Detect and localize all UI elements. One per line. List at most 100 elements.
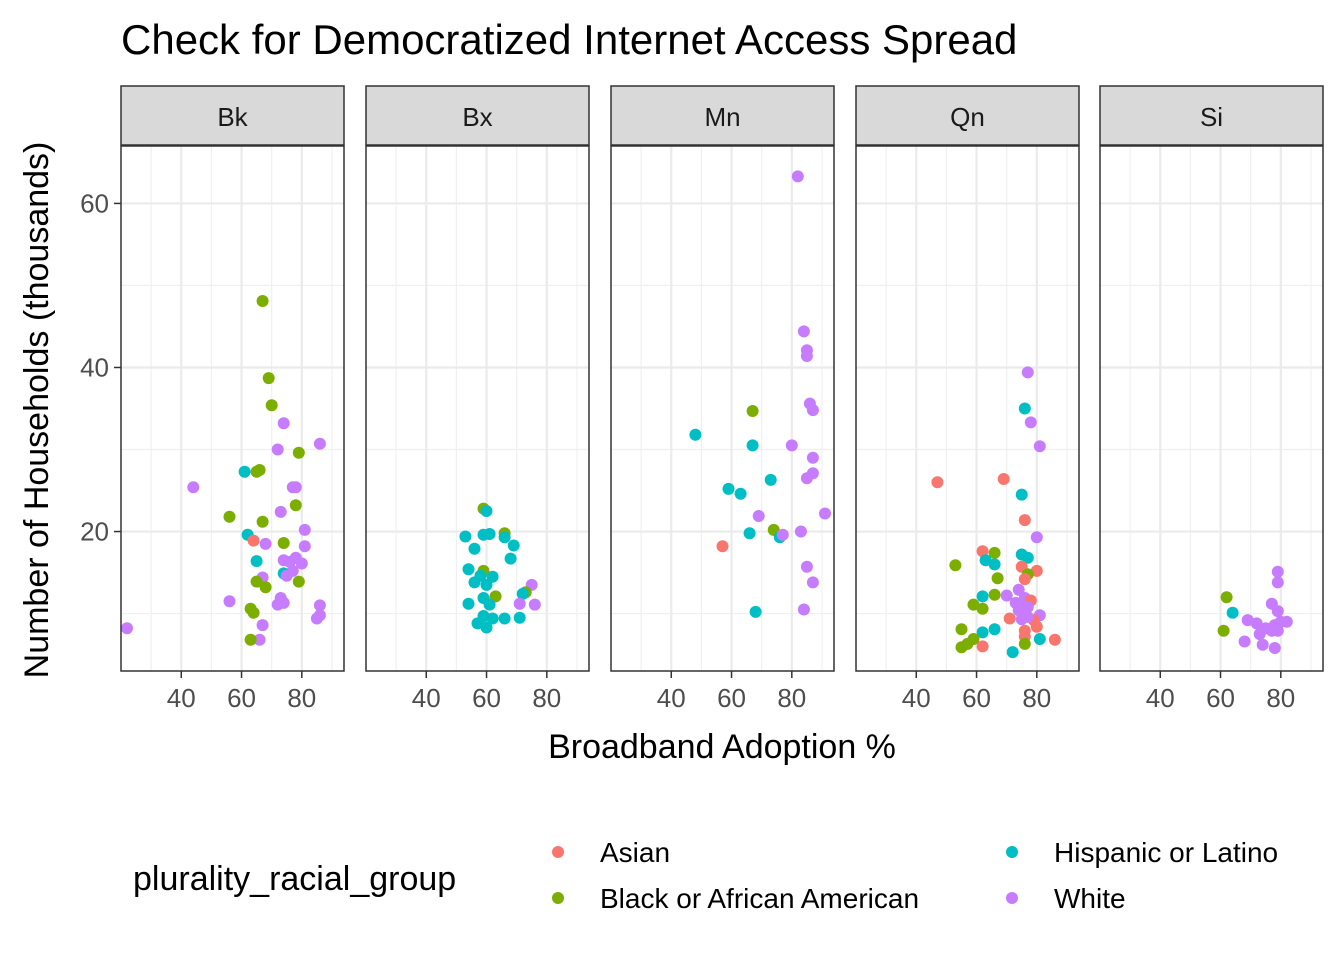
data-point-white	[1000, 589, 1013, 602]
data-point-hispanic-or-latino	[1226, 606, 1239, 619]
data-point-white	[776, 528, 789, 541]
data-point-white	[187, 481, 200, 494]
y-tick-label: 40	[80, 352, 109, 382]
data-point-white	[1021, 610, 1034, 623]
data-point-asian	[931, 476, 944, 489]
facet-strip-label: Bk	[217, 102, 248, 132]
data-point-hispanic-or-latino	[468, 542, 481, 555]
data-point-white	[271, 598, 284, 611]
data-point-asian	[976, 640, 989, 653]
data-point-hispanic-or-latino	[1021, 551, 1034, 564]
data-point-white	[223, 595, 236, 608]
data-point-black-or-african-american	[292, 575, 305, 588]
x-tick-label: 40	[167, 683, 196, 713]
data-point-hispanic-or-latino	[976, 626, 989, 639]
x-tick-label: 80	[1266, 683, 1295, 713]
data-point-white	[253, 633, 266, 646]
data-point-white	[1012, 583, 1025, 596]
data-point-white	[791, 170, 804, 183]
facet-strip-label: Si	[1200, 102, 1223, 132]
data-point-hispanic-or-latino	[459, 530, 472, 543]
facet-panel-si: Si 40 60 80	[1099, 85, 1324, 713]
data-point-white	[280, 569, 293, 582]
data-point-black-or-african-american	[256, 295, 269, 307]
data-point-black-or-african-american	[1217, 624, 1230, 637]
legend-key	[552, 892, 564, 904]
data-point-hispanic-or-latino	[462, 563, 475, 576]
data-point-hispanic-or-latino	[498, 531, 511, 544]
data-point-hispanic-or-latino	[516, 587, 529, 600]
x-tick-label: 40	[657, 683, 686, 713]
legend-title: plurality_racial_group	[133, 860, 456, 898]
data-point-hispanic-or-latino	[689, 428, 702, 441]
data-point-black-or-african-american	[277, 537, 290, 549]
data-point-white	[794, 525, 807, 538]
data-point-hispanic-or-latino	[471, 617, 484, 630]
facet-panel-bx: Bx 40 60 80	[365, 85, 590, 713]
data-point-white	[1271, 576, 1284, 589]
legend: plurality_racial_group Asian Black or Afr…	[133, 837, 1278, 914]
x-axis-title: Broadband Adoption %	[548, 728, 896, 766]
y-tick-label: 60	[80, 188, 109, 218]
x-tick-label: 60	[717, 683, 746, 713]
chart-title: Check for Democratized Internet Access S…	[121, 16, 1017, 63]
facet-strip-label: Mn	[704, 102, 740, 132]
data-point-white	[295, 557, 308, 570]
data-point-hispanic-or-latino	[483, 598, 496, 611]
data-point-asian	[1018, 573, 1031, 586]
data-point-white	[298, 523, 311, 536]
facet-strip-label: Bx	[462, 102, 492, 132]
data-point-black-or-african-american	[253, 464, 266, 476]
data-point-hispanic-or-latino	[722, 482, 735, 495]
data-point-hispanic-or-latino	[976, 590, 989, 603]
data-point-white	[259, 537, 272, 550]
data-point-black-or-african-american	[259, 581, 272, 594]
data-point-black-or-african-american	[244, 633, 257, 646]
data-point-hispanic-or-latino	[1015, 488, 1028, 501]
data-point-hispanic-or-latino	[746, 439, 759, 452]
data-point-white	[313, 599, 326, 612]
panel-background	[611, 146, 834, 671]
facet-strip	[365, 85, 590, 146]
panel-border	[855, 145, 1080, 672]
legend-key	[1006, 846, 1018, 858]
data-point-white	[1271, 624, 1284, 637]
data-point-white	[1268, 642, 1281, 654]
data-point-white	[800, 350, 813, 362]
data-point-white	[1253, 628, 1266, 641]
data-point-hispanic-or-latino	[462, 597, 475, 610]
data-point-white	[274, 505, 287, 518]
data-point-white	[1271, 565, 1284, 578]
data-point-black-or-african-american	[976, 602, 989, 615]
data-point-hispanic-or-latino	[238, 465, 251, 478]
data-point-white	[806, 576, 819, 589]
data-point-hispanic-or-latino	[483, 528, 496, 540]
data-point-white	[1033, 440, 1046, 453]
data-point-black-or-african-american	[289, 499, 302, 512]
data-point-asian	[1048, 633, 1061, 646]
x-tick-label: 80	[1022, 683, 1051, 713]
panel-background	[366, 146, 589, 671]
x-tick-label: 40	[1146, 683, 1175, 713]
data-point-white	[1250, 617, 1263, 630]
legend-item-hispanic-or-latino: Hispanic or Latino	[1006, 837, 1278, 868]
data-point-asian	[1030, 620, 1043, 633]
data-point-hispanic-or-latino	[734, 487, 747, 500]
data-point-hispanic-or-latino	[498, 612, 511, 625]
data-point-hispanic-or-latino	[507, 539, 520, 552]
legend-key	[552, 846, 564, 858]
data-point-white	[313, 437, 326, 450]
data-point-black-or-african-american	[967, 598, 980, 611]
facet-strip	[1099, 85, 1324, 146]
data-point-black-or-african-american	[250, 575, 263, 588]
data-point-hispanic-or-latino	[1006, 646, 1019, 659]
data-point-white	[121, 622, 133, 635]
legend-item-white: White	[1006, 883, 1126, 914]
data-point-asian	[247, 534, 260, 547]
data-point-white	[310, 612, 323, 625]
data-point-white	[277, 417, 290, 430]
data-point-hispanic-or-latino	[749, 605, 762, 618]
data-point-white	[1024, 416, 1037, 429]
panel-border	[610, 145, 835, 672]
data-point-hispanic-or-latino	[764, 473, 777, 486]
